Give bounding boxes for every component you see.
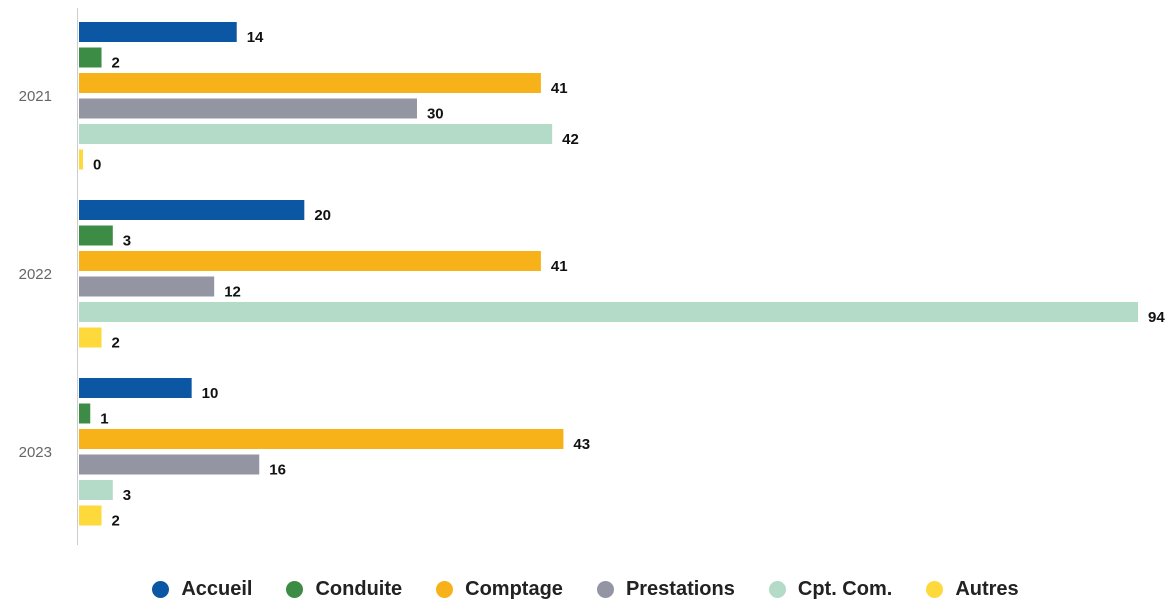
bar-2022-accueil [79,200,305,220]
bar-2022-comptage [79,251,541,271]
legend-item-comptage: Comptage [436,578,563,601]
legend-item-accueil: Accueil [152,578,252,601]
legend-item-conduite: Conduite [286,578,402,601]
legend-marker-icon [596,580,614,598]
data-label-2022-0: 20 [314,207,331,224]
legend-item-autres: Autres [926,577,1019,601]
category-label-2023: 2023 [19,444,52,461]
category-label-2022: 2022 [19,266,52,283]
legend-marker-icon [768,580,786,598]
bar-2023-prestations [79,454,260,475]
bar-2023-cpt-com [79,480,113,500]
data-label-2023-2: 43 [573,436,590,453]
data-label-2021-1: 2 [112,55,120,72]
data-label-2021-2: 41 [551,80,568,97]
data-label-2023-3: 16 [269,462,286,479]
bar-2023-conduite [79,403,91,424]
data-label-2022-5: 2 [112,335,120,352]
legend-label: Prestations [625,577,735,600]
legend-label: Autres [955,577,1019,600]
legend-marker-icon [286,580,304,598]
bar-2023-comptage [79,429,564,449]
bar-2022-prestations [79,276,215,297]
bar-2021-prestations [79,98,417,119]
bar-2021-cpt-com [79,124,553,144]
bar-2021-accueil [79,22,237,42]
data-label-2022-4: 94 [1148,309,1165,326]
legend-item-cpt-com: Cpt. Com. [768,577,893,601]
legend: Accueil Conduite Comptage Prestations Cpt. C… [0,574,1171,604]
legend-item-prestations: Prestations [596,577,735,601]
legend-marker-icon [926,580,944,598]
category-labels: 2021 2022 2023 [19,88,52,461]
bar-2021-comptage [79,73,541,93]
legend-marker-icon [152,580,170,598]
data-label-2021-4: 42 [562,131,579,148]
legend-label: Conduite [315,577,403,600]
legend-label: Cpt. Com. [797,577,893,600]
bar-2022-autres [79,327,102,348]
bars [79,22,1138,526]
data-label-2021-0: 14 [247,29,264,46]
data-label-2023-0: 10 [202,385,219,402]
data-label-2022-3: 12 [224,284,241,301]
legend-label: Accueil [181,577,253,600]
data-label-2023-1: 1 [100,411,108,428]
data-label-2022-2: 41 [551,258,568,275]
bar-2023-accueil [79,378,192,398]
bar-2021-conduite [79,47,102,68]
data-label-2021-3: 30 [427,106,444,123]
data-label-2023-5: 2 [112,513,120,530]
bar-2023-autres [79,505,102,526]
data-label-2021-5: 0 [93,157,101,174]
bar-2022-conduite [79,225,113,246]
bar-2021-autres [79,149,83,170]
legend-label: Comptage [465,577,563,600]
legend-marker-icon [436,580,454,598]
data-label-2023-4: 3 [123,487,131,504]
bar-2022-cpt-com [79,302,1138,322]
category-label-2021: 2021 [19,88,52,105]
data-label-2022-1: 3 [123,233,131,250]
